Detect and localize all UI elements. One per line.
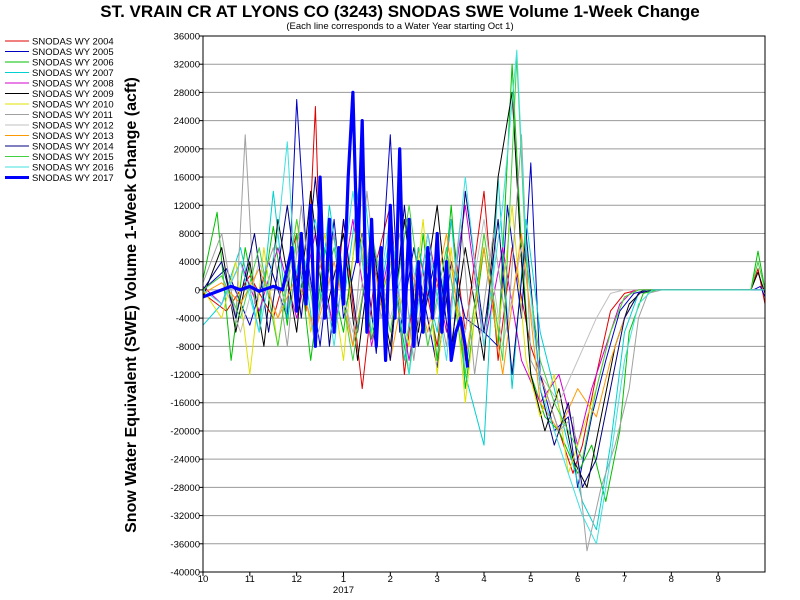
x-tick-label: 11 (245, 574, 255, 585)
x-tick-label: 4 (481, 574, 486, 585)
y-tick-label: 36000 (174, 32, 200, 43)
legend-entry: SNODAS WY 2012 (32, 121, 114, 132)
series-line (203, 63, 765, 502)
series-line (203, 99, 765, 488)
legend-entry: SNODAS WY 2008 (32, 79, 114, 90)
y-tick-label: -28000 (170, 483, 200, 494)
legend-entry: SNODAS WY 2006 (32, 58, 114, 69)
legend-entry: SNODAS WY 2015 (32, 152, 114, 163)
y-tick-label: 28000 (174, 88, 200, 99)
y-tick-label: 24000 (174, 116, 200, 127)
x-tick-label: 6 (575, 574, 580, 585)
y-tick-label: 20000 (174, 144, 200, 155)
y-tick-label: -40000 (170, 568, 200, 579)
y-tick-label: 8000 (179, 229, 200, 240)
y-tick-label: 32000 (174, 60, 200, 71)
y-tick-label: -8000 (176, 342, 200, 353)
x-tick-label: 3 (435, 574, 440, 585)
y-axis-title: Snow Water Equivalent (SWE) Volume 1-Wee… (123, 77, 140, 533)
series-layer (203, 49, 765, 552)
y-tick-label: 16000 (174, 173, 200, 184)
axis-layer: -40000-36000-32000-28000-24000-20000-160… (170, 32, 720, 586)
y-tick-label: 0 (195, 285, 200, 296)
y-tick-label: -36000 (170, 539, 200, 550)
legend-entry: SNODAS WY 2016 (32, 163, 114, 174)
legend-entry: SNODAS WY 2014 (32, 142, 114, 153)
legend-entry: SNODAS WY 2004 (32, 37, 114, 48)
chart-title: ST. VRAIN CR AT LYONS CO (3243) SNODAS S… (100, 2, 700, 21)
series-line (203, 90, 470, 368)
y-tick-label: -32000 (170, 511, 200, 522)
series-line (203, 56, 765, 460)
legend-entry: SNODAS WY 2013 (32, 131, 114, 142)
grid-layer (203, 35, 765, 573)
x-tick-label: 2 (388, 574, 393, 585)
legend-entry: SNODAS WY 2010 (32, 100, 114, 111)
y-tick-label: -16000 (170, 398, 200, 409)
legend-entry: SNODAS WY 2009 (32, 89, 114, 100)
x-tick-label: 1 (341, 574, 346, 585)
x-tick-label: 9 (716, 574, 721, 585)
series-line (203, 134, 765, 552)
chart-subtitle: (Each line corresponds to a Water Year s… (286, 21, 513, 32)
y-tick-label: 4000 (179, 257, 200, 268)
y-tick-label: 12000 (174, 201, 200, 212)
x-tick-label: 10 (198, 574, 209, 585)
legend-entry: SNODAS WY 2011 (32, 110, 113, 121)
y-tick-label: -20000 (170, 426, 200, 437)
x-tick-label: 12 (291, 574, 302, 585)
x-tick-label: 5 (528, 574, 533, 585)
y-tick-label: -12000 (170, 370, 200, 381)
legend-entry: SNODAS WY 2017 (32, 173, 114, 184)
series-line (203, 49, 765, 545)
legend-entry: SNODAS WY 2007 (32, 68, 114, 79)
x-tick-label: 8 (669, 574, 674, 585)
y-tick-label: -4000 (176, 314, 200, 325)
x-axis-year-label: 2017 (333, 585, 354, 596)
x-tick-label: 7 (622, 574, 627, 585)
y-tick-label: -24000 (170, 455, 200, 466)
legend-entry: SNODAS WY 2005 (32, 47, 114, 58)
